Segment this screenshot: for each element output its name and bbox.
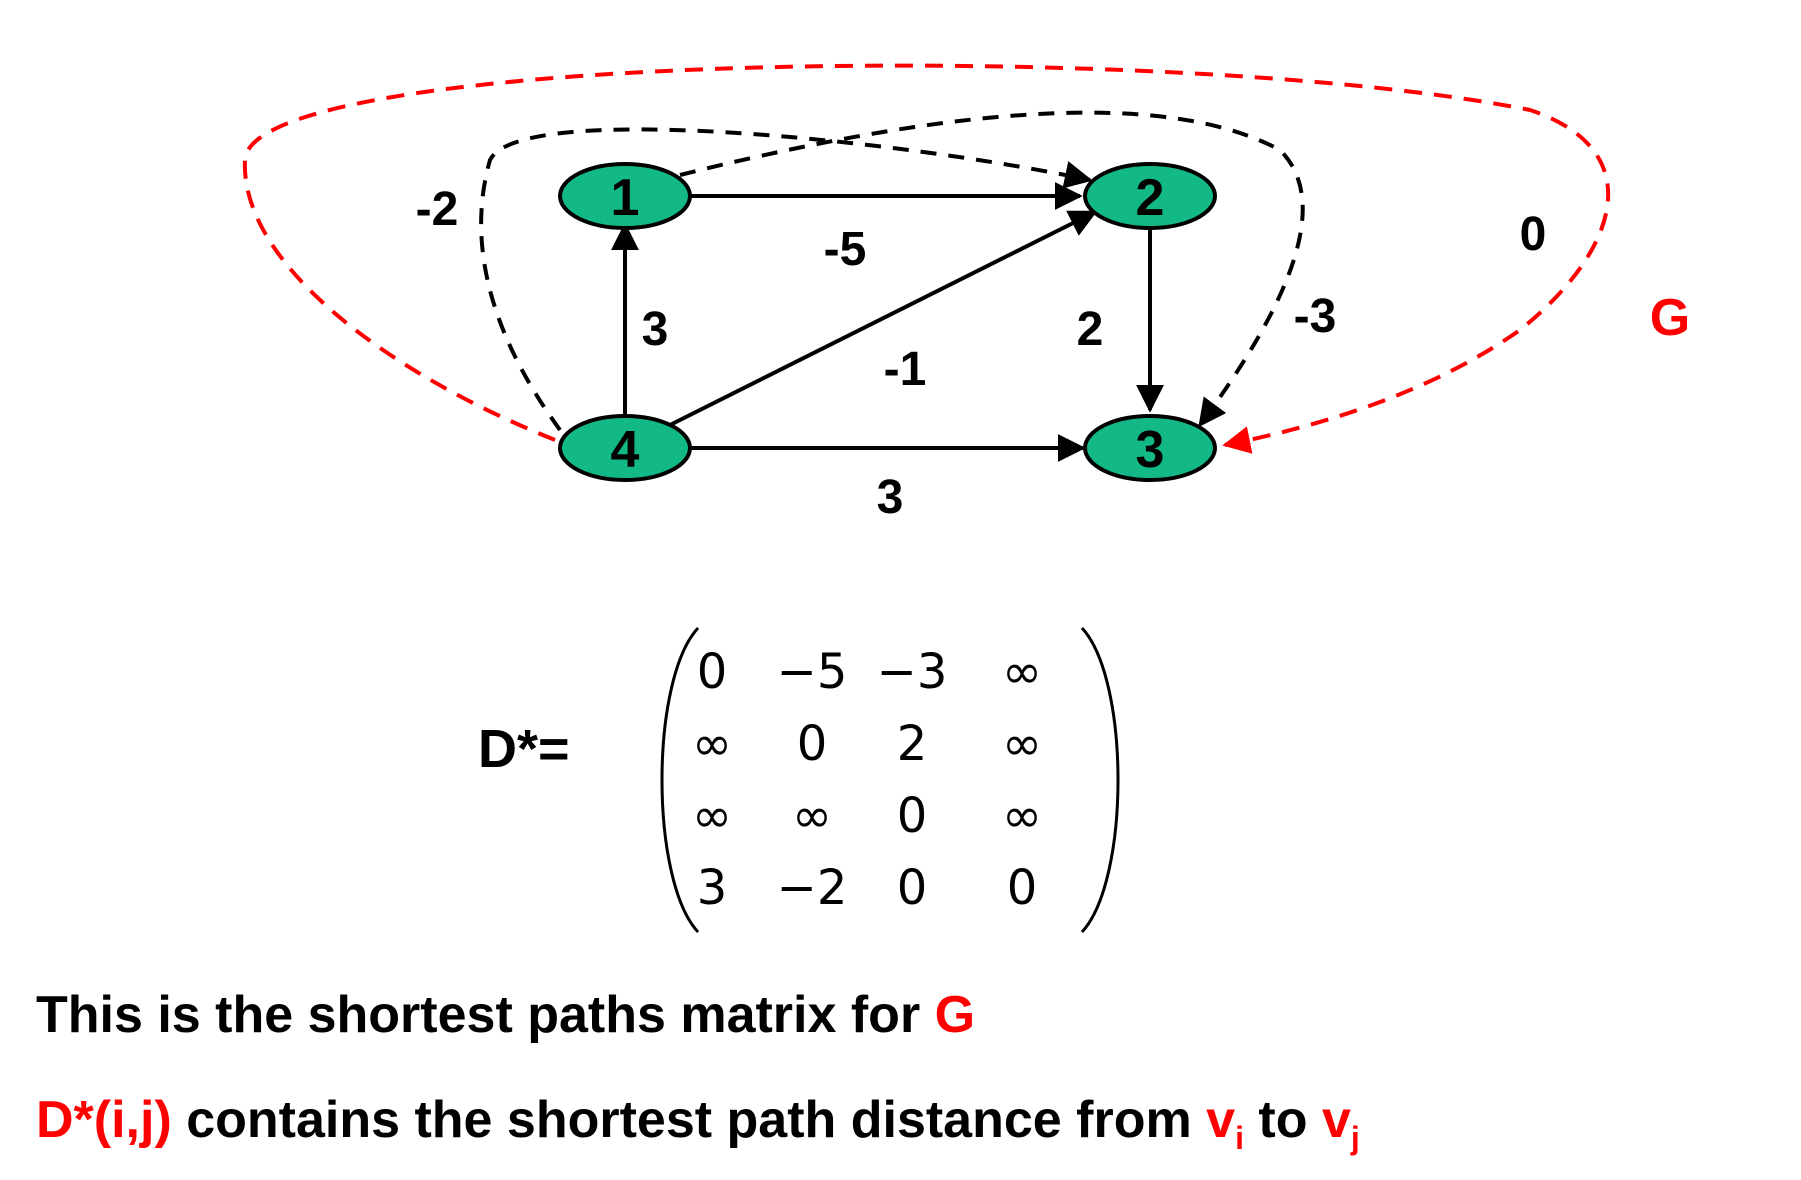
shortest-paths-matrix: 0 −5 −3 ∞ ∞ 0 2 ∞ ∞ ∞ 0 ∞ 3 −2 0 0 [660,626,1120,934]
caption1-graph-name: G [934,986,976,1044]
matrix-cell-r1-c3: −3 [877,644,948,700]
matrix-right-paren [1080,626,1120,934]
matrix-cell-r4-c4: 0 [1007,860,1038,916]
edge-4-2-solid [669,210,1098,427]
caption2-vi-sub: i [1235,1120,1244,1156]
matrix-cell-r4-c1: 3 [697,860,728,916]
edge-2-3-weight: 2 [1077,303,1104,356]
matrix-label: D*= [478,719,570,779]
node-4-label: 4 [611,421,640,479]
node-2 [1083,162,1217,230]
edge-4-3-red-weight: 0 [1520,208,1547,261]
caption2-middle-text: contains the shortest path distance from [171,1091,1207,1149]
node-1-label: 1 [611,169,640,227]
caption-shortest-paths-matrix: This is the shortest paths matrix for G [36,985,975,1045]
edge-4-2-dashed-weight: -2 [416,183,459,236]
caption2-vi: vi [1206,1091,1244,1154]
edge-4-3-weight: 3 [877,471,904,524]
node-2-label: 2 [1136,169,1165,227]
edge-4-1-weight: 3 [642,303,669,356]
matrix-cell-r2-c4: ∞ [1002,716,1042,772]
matrix-cell-r2-c3: 2 [897,716,928,772]
matrix-cell-r4-c3: 0 [897,860,928,916]
graph-name-label: G [1650,289,1690,347]
edge-1-3-dashed-weight: -3 [1294,290,1337,343]
edge-1-3-dashed [679,110,1305,428]
matrix-cell-r1-c2: −5 [777,644,848,700]
node-1 [558,162,692,230]
matrix-cell-r4-c2: −2 [777,860,848,916]
edge-4-2-weight: -1 [884,343,927,396]
matrix-cell-r1-c4: ∞ [1002,644,1042,700]
edge-4-2-dashed [479,127,1093,432]
caption-dstar-definition: D*(i,j) contains the shortest path dista… [36,1090,1360,1154]
caption2-vj-sub: j [1350,1120,1360,1156]
matrix-cell-r2-c2: 0 [797,716,828,772]
caption2-dstar-term: D*(i,j) [36,1091,172,1149]
node-4 [558,414,692,482]
caption2-to-word: to [1243,1091,1322,1149]
matrix-cell-r2-c1: ∞ [692,716,732,772]
caption1-text: This is the shortest paths matrix for [36,986,935,1044]
node-3-label: 3 [1136,421,1165,479]
caption2-vj: vj [1321,1091,1360,1154]
edge-4-3-dashed-red [242,63,1611,454]
node-3 [1083,414,1217,482]
caption2-vj-base: v [1321,1091,1351,1149]
matrix-left-paren [660,626,700,934]
edge-1-2-weight: -5 [824,223,867,276]
graph-diagram: 1 2 3 4 -5 2 3 -1 3 -2 -3 0 G [242,63,1690,524]
caption2-vi-base: v [1206,1091,1236,1149]
matrix-cell-r3-c2: ∞ [792,788,832,844]
matrix-cell-r3-c1: ∞ [692,788,732,844]
matrix-cell-r3-c3: 0 [897,788,928,844]
matrix-cell-r3-c4: ∞ [1002,788,1042,844]
matrix-cell-r1-c1: 0 [697,644,728,700]
